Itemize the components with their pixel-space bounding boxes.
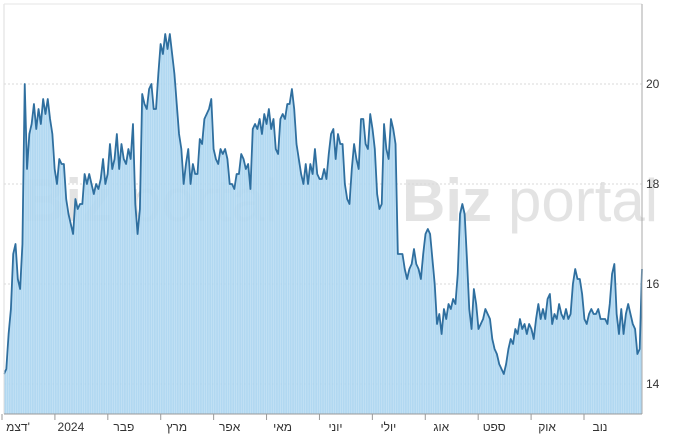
price-area-series [3, 33, 643, 414]
y-tick-label: 16 [646, 277, 660, 291]
x-tick-label: נוב [593, 420, 608, 434]
x-tick-label: פבר [113, 420, 134, 434]
x-tick-label: אפר [219, 420, 241, 434]
x-tick-label: יוני [328, 420, 342, 434]
y-tick-label: 14 [646, 377, 660, 391]
x-tick-label: 2024 [58, 420, 85, 434]
y-axis-ticks: 14 16 18 20 [646, 77, 660, 391]
x-tick-label: דצמ' [6, 420, 30, 434]
x-axis-ticks: דצמ' 2024 פבר מרץ אפר מאי יוני יולי אוג … [6, 420, 607, 434]
x-tick-label: מאי [273, 420, 292, 434]
x-tick-label: ספט [483, 420, 506, 434]
series-line [3, 33, 643, 375]
x-tick-label: אוק [538, 420, 556, 434]
x-tick-label: יולי [381, 420, 397, 434]
x-axis-tick-marks [1, 414, 585, 420]
x-tick-label: מרץ [166, 420, 187, 434]
x-tick-label: אוג [433, 420, 449, 434]
y-tick-label: 20 [646, 77, 660, 91]
series-area-fill [4, 34, 642, 414]
watermark-text-2a: Biz [402, 167, 492, 234]
watermark-text-2b: portal [508, 167, 658, 234]
y-tick-label: 18 [646, 177, 660, 191]
